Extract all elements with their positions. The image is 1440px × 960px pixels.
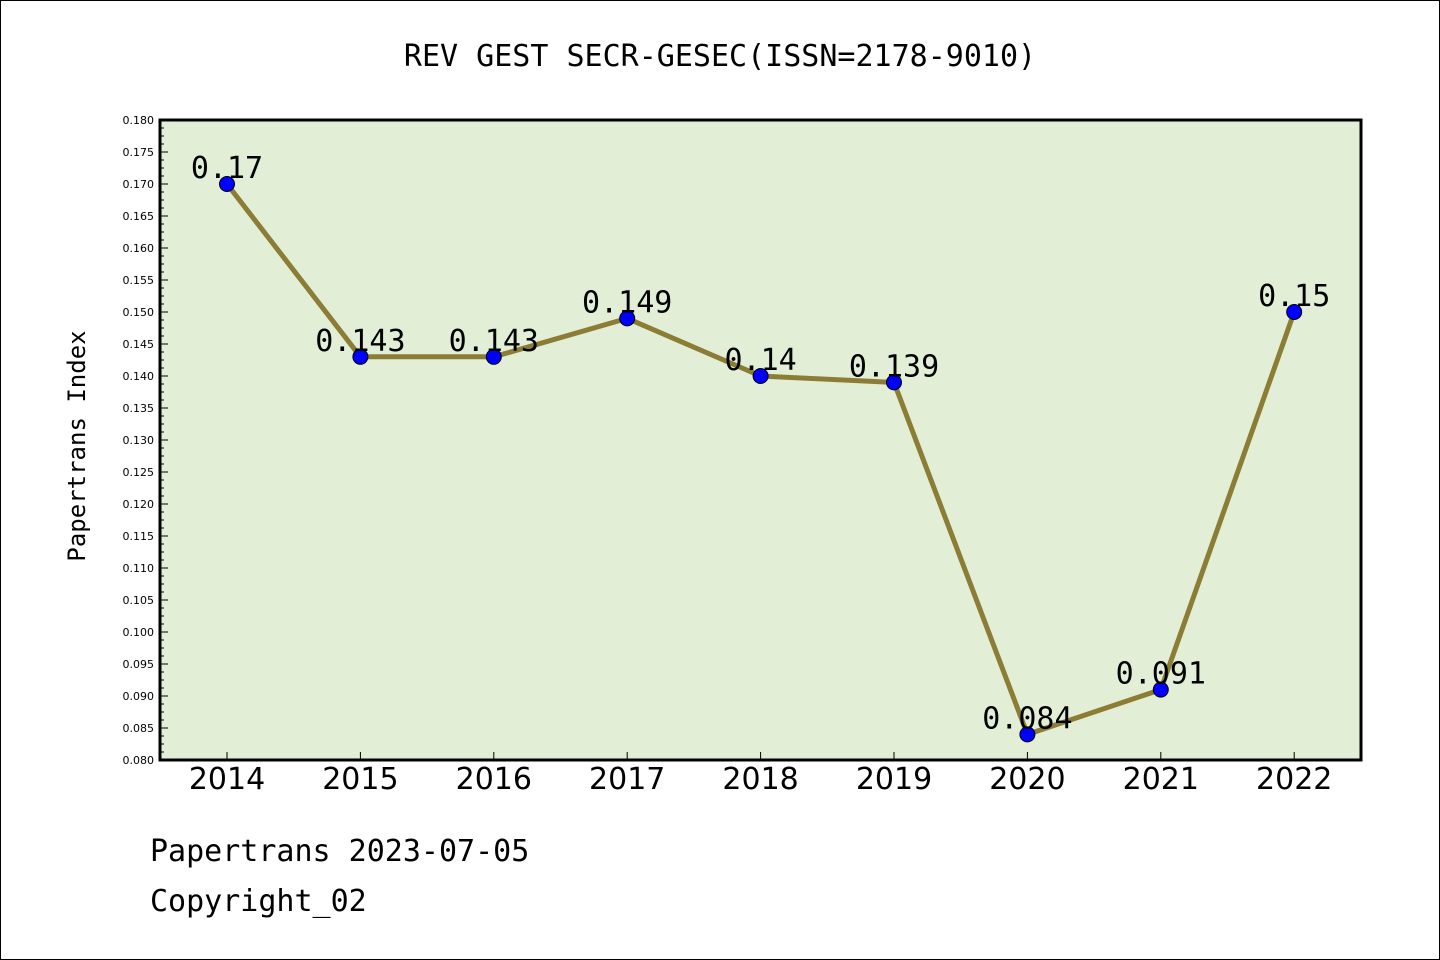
x-tick-label: 2016 bbox=[456, 762, 532, 797]
y-tick-label: 0.090 bbox=[123, 690, 155, 703]
data-point bbox=[619, 310, 636, 327]
data-markers bbox=[219, 176, 1303, 743]
data-label: 0.091 bbox=[1116, 657, 1206, 692]
data-label: 0.084 bbox=[982, 701, 1072, 736]
x-tick-label: 2015 bbox=[322, 762, 398, 797]
x-tick-label: 2022 bbox=[1256, 762, 1332, 797]
y-tick-label: 0.160 bbox=[123, 242, 155, 255]
y-axis-label: Papertrans Index bbox=[63, 330, 91, 561]
y-tick-label: 0.125 bbox=[123, 466, 155, 479]
data-labels: 0.17 0.143 0.143 0.149 0.14 0.139 0.084 0.091 0.… bbox=[191, 151, 1330, 736]
x-tick-label: 2017 bbox=[589, 762, 665, 797]
y-tick-label: 0.130 bbox=[123, 434, 155, 447]
y-tick-label: 0.095 bbox=[123, 658, 155, 671]
data-point bbox=[485, 348, 502, 365]
y-tick-label: 0.085 bbox=[123, 722, 155, 735]
data-label: 0.143 bbox=[449, 324, 539, 359]
y-tick-label: 0.140 bbox=[123, 370, 155, 383]
data-point bbox=[1019, 726, 1036, 743]
x-tick-label: 2018 bbox=[722, 762, 798, 797]
y-tick-label: 0.135 bbox=[123, 402, 155, 415]
x-tick-label: 2019 bbox=[856, 762, 932, 797]
y-tick-label: 0.170 bbox=[123, 178, 155, 191]
y-tick-label: 0.175 bbox=[123, 146, 155, 159]
data-point bbox=[219, 176, 235, 192]
y-tick-label: 0.155 bbox=[123, 274, 155, 287]
x-tick-label: 2014 bbox=[189, 762, 265, 797]
y-axis-ticks: 0.080 0.085 0.090 0.095 0.100 0.105 0.110 0.115… bbox=[123, 114, 168, 767]
data-point bbox=[886, 374, 902, 391]
x-tick-label: 2020 bbox=[989, 762, 1065, 797]
x-tick-label: 2021 bbox=[1123, 762, 1199, 797]
x-axis-ticks: 2014 2015 2016 2017 2018 2019 2020 2021 2022 bbox=[189, 752, 1332, 797]
data-point bbox=[1152, 681, 1169, 698]
data-point bbox=[1286, 304, 1303, 320]
y-tick-label: 0.180 bbox=[123, 114, 155, 127]
data-label: 0.139 bbox=[849, 349, 939, 384]
y-tick-label: 0.080 bbox=[123, 754, 155, 767]
data-label: 0.17 bbox=[191, 151, 263, 186]
y-tick-label: 0.105 bbox=[123, 594, 155, 607]
data-label: 0.15 bbox=[1258, 279, 1330, 314]
data-label: 0.14 bbox=[724, 343, 796, 378]
y-tick-label: 0.115 bbox=[123, 530, 155, 543]
plot-area bbox=[158, 118, 1363, 762]
y-tick-label: 0.145 bbox=[123, 338, 155, 351]
footer-date: Papertrans 2023-07-05 bbox=[150, 834, 530, 869]
chart-title: REV GEST SECR-GESEC(ISSN=2178-9010) bbox=[404, 39, 1036, 74]
y-tick-label: 0.165 bbox=[123, 210, 155, 223]
data-point bbox=[752, 368, 769, 384]
y-tick-label: 0.150 bbox=[123, 306, 155, 319]
data-label: 0.143 bbox=[315, 324, 405, 359]
data-label: 0.149 bbox=[582, 285, 672, 320]
y-tick-label: 0.110 bbox=[123, 562, 155, 575]
data-point bbox=[352, 348, 369, 365]
footer-copyright: Copyright_02 bbox=[150, 884, 367, 919]
y-tick-label: 0.100 bbox=[123, 626, 155, 639]
y-tick-label: 0.120 bbox=[123, 498, 155, 511]
